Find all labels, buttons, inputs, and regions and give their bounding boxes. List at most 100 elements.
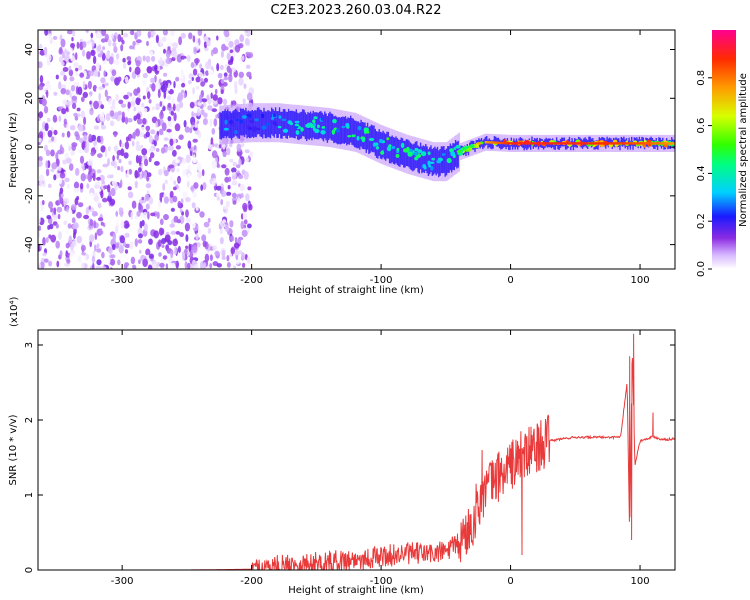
noise-speckle [199,63,203,69]
ridge-core [491,141,493,144]
noise-speckle [178,134,184,140]
noise-speckle [175,231,181,235]
noise-speckle [246,92,253,101]
noise-speckle [43,105,49,114]
noise-speckle [217,72,223,79]
noise-speckle [210,137,214,145]
noise-speckle [93,69,99,77]
ridge-body [245,107,247,135]
noise-speckle [58,177,63,185]
noise-speckle [177,200,182,208]
ridge-body [454,140,457,167]
noise-speckle [170,110,175,116]
noise-speckle [94,244,97,252]
noise-speckle [220,89,224,95]
noise-speckle [111,69,117,77]
noise-speckle [118,207,124,214]
noise-speckle [222,98,228,106]
noise-speckle [135,60,141,67]
noise-speckle [94,232,98,240]
noise-speckle [88,205,92,210]
noise-speckle [208,69,214,75]
noise-speckle [150,77,156,83]
ridge-body [434,146,436,174]
noise-speckle [136,113,141,120]
noise-speckle [72,224,78,230]
noise-speckle [70,84,76,92]
noise-speckle [183,93,187,99]
ridge-body [320,111,322,138]
noise-speckle [170,30,175,37]
noise-speckle [200,81,206,87]
noise-speckle [123,152,129,159]
ridge-body [432,147,435,175]
noise-speckle [123,220,130,229]
ridge-body [255,110,257,138]
noise-speckle [100,190,104,199]
noise-speckle [38,215,41,225]
ridge-blob [476,143,479,148]
noise-speckle [172,195,178,203]
ridge-body [277,111,279,138]
noise-speckle [101,30,107,37]
ridge-body [280,111,282,139]
ridge-body [359,122,361,150]
ridge-blob [467,147,471,152]
noise-speckle [100,221,104,226]
noise-speckle [52,114,58,123]
ridge-body [353,120,356,148]
noise-speckle [124,243,131,248]
ridge-core [558,142,560,145]
ridge-body [357,121,360,149]
noise-speckle [199,94,203,103]
noise-speckle [148,147,155,154]
noise-speckle [156,55,161,61]
noise-speckle [43,258,49,263]
ridge-blob [321,126,326,129]
noise-speckle [180,77,185,82]
noise-speckle [223,46,229,51]
noise-speckle [71,37,74,42]
noise-speckle [59,46,63,55]
noise-speckle [70,204,77,211]
ridge-blob [331,129,336,135]
noise-speckle [61,132,65,138]
ridge-blob [316,124,320,129]
noise-speckle [126,169,130,178]
noise-speckle [183,120,187,128]
ridge-blob [436,159,442,164]
ridge-core [504,141,506,145]
noise-speckle [121,142,124,148]
noise-speckle [233,265,236,269]
ridge-blob [239,119,243,124]
ridge-body [545,137,547,147]
ridge-body [491,140,493,150]
noise-speckle [243,83,247,89]
noise-speckle [148,99,152,104]
ridge-blob [281,118,287,122]
noise-speckle [211,150,218,159]
noise-speckle [129,30,135,36]
noise-speckle [229,68,233,76]
ridge-body [403,140,405,168]
noise-speckle [181,158,188,164]
noise-speckle [68,65,72,71]
noise-speckle [134,180,138,189]
noise-speckle [176,219,181,224]
noise-speckle [38,137,42,143]
noise-speckle [82,41,87,48]
ridge-body [638,136,641,146]
snr-multiplier: (x10⁴) [9,296,20,327]
ridge-body [230,113,233,140]
ridge-body [397,139,400,167]
ridge-core [506,142,509,145]
noise-speckle [238,71,244,79]
noise-speckle [67,47,73,53]
noise-speckle [89,100,92,105]
y-tick-label: 20 [24,92,35,105]
noise-speckle [206,134,209,141]
noise-speckle [241,55,245,61]
noise-speckle [59,250,63,257]
ridge-blob [273,121,278,127]
snr-x-axis: -300 -200 -100 0 100 [111,330,650,587]
